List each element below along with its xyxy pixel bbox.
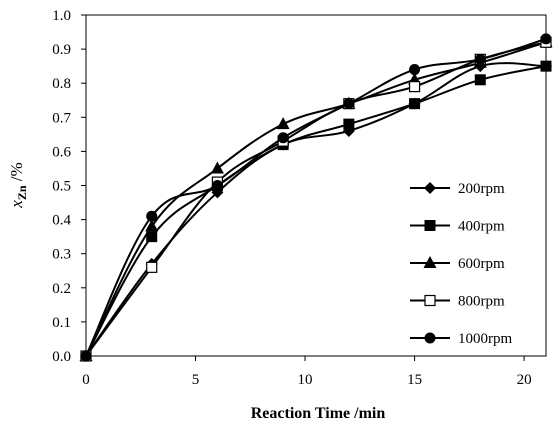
y-axis-title-main: x [7,200,26,209]
legend-label: 1000rpm [458,331,512,347]
legend-item: 200rpm [410,181,505,197]
data-point [146,231,158,243]
x-tick-label: 5 [192,372,200,388]
data-point [211,180,223,191]
legend-item: 400rpm [410,219,505,235]
y-axis: 0.0 0.1 0.2 0.3 0.4 0.5 0.6 0.7 0.8 0.9 1.0 [52,8,86,365]
data-point [276,117,290,130]
legend-label: 200rpm [458,181,505,197]
legend-item: 800rpm [410,294,505,310]
x-tick-label: 20 [517,372,532,388]
legend-item: 1000rpm [410,331,512,347]
series-800rpm [80,36,552,362]
data-point [540,33,552,45]
data-point [343,98,355,110]
series-line [85,62,547,357]
x-tick-label: 15 [407,372,422,388]
data-point [145,219,159,232]
series-layer [79,33,553,362]
data-point [80,350,92,362]
y-tick-label: 0.9 [52,42,71,58]
data-point [146,210,158,222]
data-point [474,53,486,65]
legend-label: 800rpm [458,294,505,310]
legend-swatch-marker [424,220,436,231]
y-tick-label: 0.1 [52,315,71,331]
data-point [408,81,421,93]
x-axis: 0 5 10 15 20 [82,356,532,388]
y-tick-label: 1.0 [52,8,71,24]
legend-label: 400rpm [458,219,505,235]
legend-swatch-marker [424,294,436,307]
y-tick-label: 0.3 [52,247,71,263]
x-tick-label: 0 [82,372,90,388]
data-point [210,161,224,174]
y-axis-title-rest: /% [7,162,26,185]
legend-swatch-marker [424,182,436,194]
legend-swatch-marker [424,332,436,344]
data-point [474,74,486,86]
series-1000rpm [80,33,552,362]
y-tick-label: 0.7 [52,110,71,126]
y-tick-label: 0.0 [52,349,71,365]
data-point [343,118,355,130]
y-axis-title: xZn /% [7,162,29,208]
data-point [409,98,421,110]
y-tick-label: 0.6 [52,144,71,160]
data-point [277,132,289,144]
data-point [146,261,158,273]
y-tick-label: 0.4 [52,213,71,229]
data-point [409,64,421,76]
y-tick-label: 0.5 [52,179,71,195]
y-tick-label: 0.2 [52,281,71,297]
legend: 200rpm 400rpm 600rpm 800rpm 1000rpm [410,181,512,347]
y-axis-title-sub: Zn [15,185,29,200]
legend-item: 600rpm [410,256,505,272]
y-tick-label: 0.8 [52,76,71,92]
data-point [540,60,552,72]
x-tick-label: 10 [298,372,313,388]
legend-label: 600rpm [458,256,505,272]
legend-swatch-marker [423,256,437,268]
x-axis-title: Reaction Time /min [251,405,386,422]
